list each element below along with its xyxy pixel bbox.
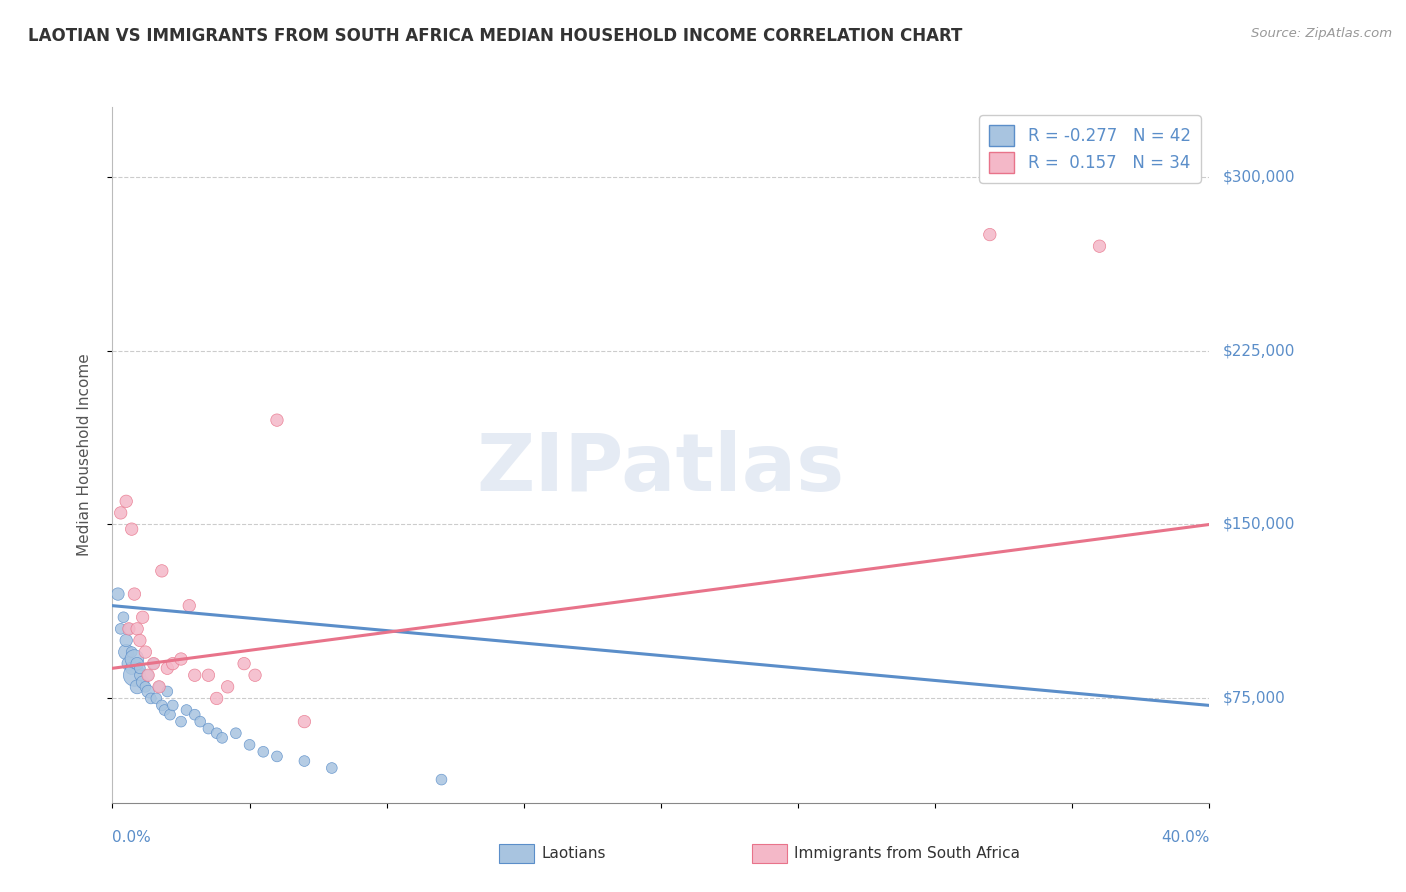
Point — [112, 610, 135, 624]
Point — [979, 227, 1001, 242]
Point — [115, 633, 138, 648]
Text: $300,000: $300,000 — [1223, 169, 1296, 184]
Point — [110, 506, 132, 520]
Point — [148, 680, 170, 694]
Point — [170, 652, 193, 666]
Point — [243, 668, 266, 682]
Point — [150, 564, 173, 578]
Point — [107, 587, 129, 601]
Point — [159, 707, 181, 722]
Point — [129, 668, 152, 682]
Point — [110, 622, 132, 636]
Point — [131, 675, 153, 690]
Point — [205, 726, 228, 740]
Point — [127, 622, 149, 636]
Point — [118, 622, 141, 636]
Point — [118, 622, 141, 636]
Point — [136, 684, 159, 698]
Point — [115, 494, 138, 508]
Point — [115, 645, 138, 659]
Point — [162, 657, 184, 671]
Point — [197, 722, 219, 736]
Point — [124, 668, 146, 682]
Point — [145, 691, 167, 706]
Point — [134, 680, 156, 694]
Point — [124, 652, 146, 666]
Text: LAOTIAN VS IMMIGRANTS FROM SOUTH AFRICA MEDIAN HOUSEHOLD INCOME CORRELATION CHAR: LAOTIAN VS IMMIGRANTS FROM SOUTH AFRICA … — [28, 27, 963, 45]
Point — [430, 772, 453, 787]
Point — [266, 749, 288, 764]
Point — [162, 698, 184, 713]
Point — [170, 714, 193, 729]
Text: ZIPatlas: ZIPatlas — [477, 430, 845, 508]
Point — [156, 684, 179, 698]
Text: 0.0%: 0.0% — [112, 830, 152, 845]
Point — [134, 645, 156, 659]
Point — [252, 745, 274, 759]
Point — [1088, 239, 1111, 253]
Point — [136, 668, 159, 682]
Point — [127, 657, 149, 671]
Point — [188, 714, 211, 729]
Point — [321, 761, 343, 775]
Point — [127, 680, 149, 694]
Point — [176, 703, 198, 717]
Point — [239, 738, 262, 752]
Point — [294, 714, 316, 729]
Point — [183, 707, 207, 722]
Point — [205, 691, 228, 706]
Text: Laotians: Laotians — [541, 847, 606, 861]
Point — [139, 691, 162, 706]
Text: Source: ZipAtlas.com: Source: ZipAtlas.com — [1251, 27, 1392, 40]
Point — [225, 726, 247, 740]
Point — [142, 657, 165, 671]
Y-axis label: Median Household Income: Median Household Income — [77, 353, 91, 557]
Point — [124, 587, 146, 601]
Point — [150, 698, 173, 713]
Point — [131, 610, 153, 624]
Point — [129, 661, 152, 675]
Point — [266, 413, 288, 427]
Point — [183, 668, 207, 682]
Text: $75,000: $75,000 — [1223, 691, 1286, 706]
Point — [148, 680, 170, 694]
Point — [217, 680, 239, 694]
Point — [233, 657, 256, 671]
Point — [156, 661, 179, 675]
Point — [197, 668, 219, 682]
Point — [121, 661, 143, 675]
Point — [153, 703, 176, 717]
Point — [121, 645, 143, 659]
Point — [129, 633, 152, 648]
Text: Immigrants from South Africa: Immigrants from South Africa — [794, 847, 1021, 861]
Point — [121, 522, 143, 536]
Text: $225,000: $225,000 — [1223, 343, 1295, 358]
Text: $150,000: $150,000 — [1223, 517, 1295, 532]
Text: 40.0%: 40.0% — [1161, 830, 1209, 845]
Point — [179, 599, 201, 613]
Point — [118, 657, 141, 671]
Point — [142, 657, 165, 671]
Point — [294, 754, 316, 768]
Legend: R = -0.277   N = 42, R =  0.157   N = 34: R = -0.277 N = 42, R = 0.157 N = 34 — [980, 115, 1201, 183]
Point — [136, 668, 159, 682]
Point — [211, 731, 233, 745]
